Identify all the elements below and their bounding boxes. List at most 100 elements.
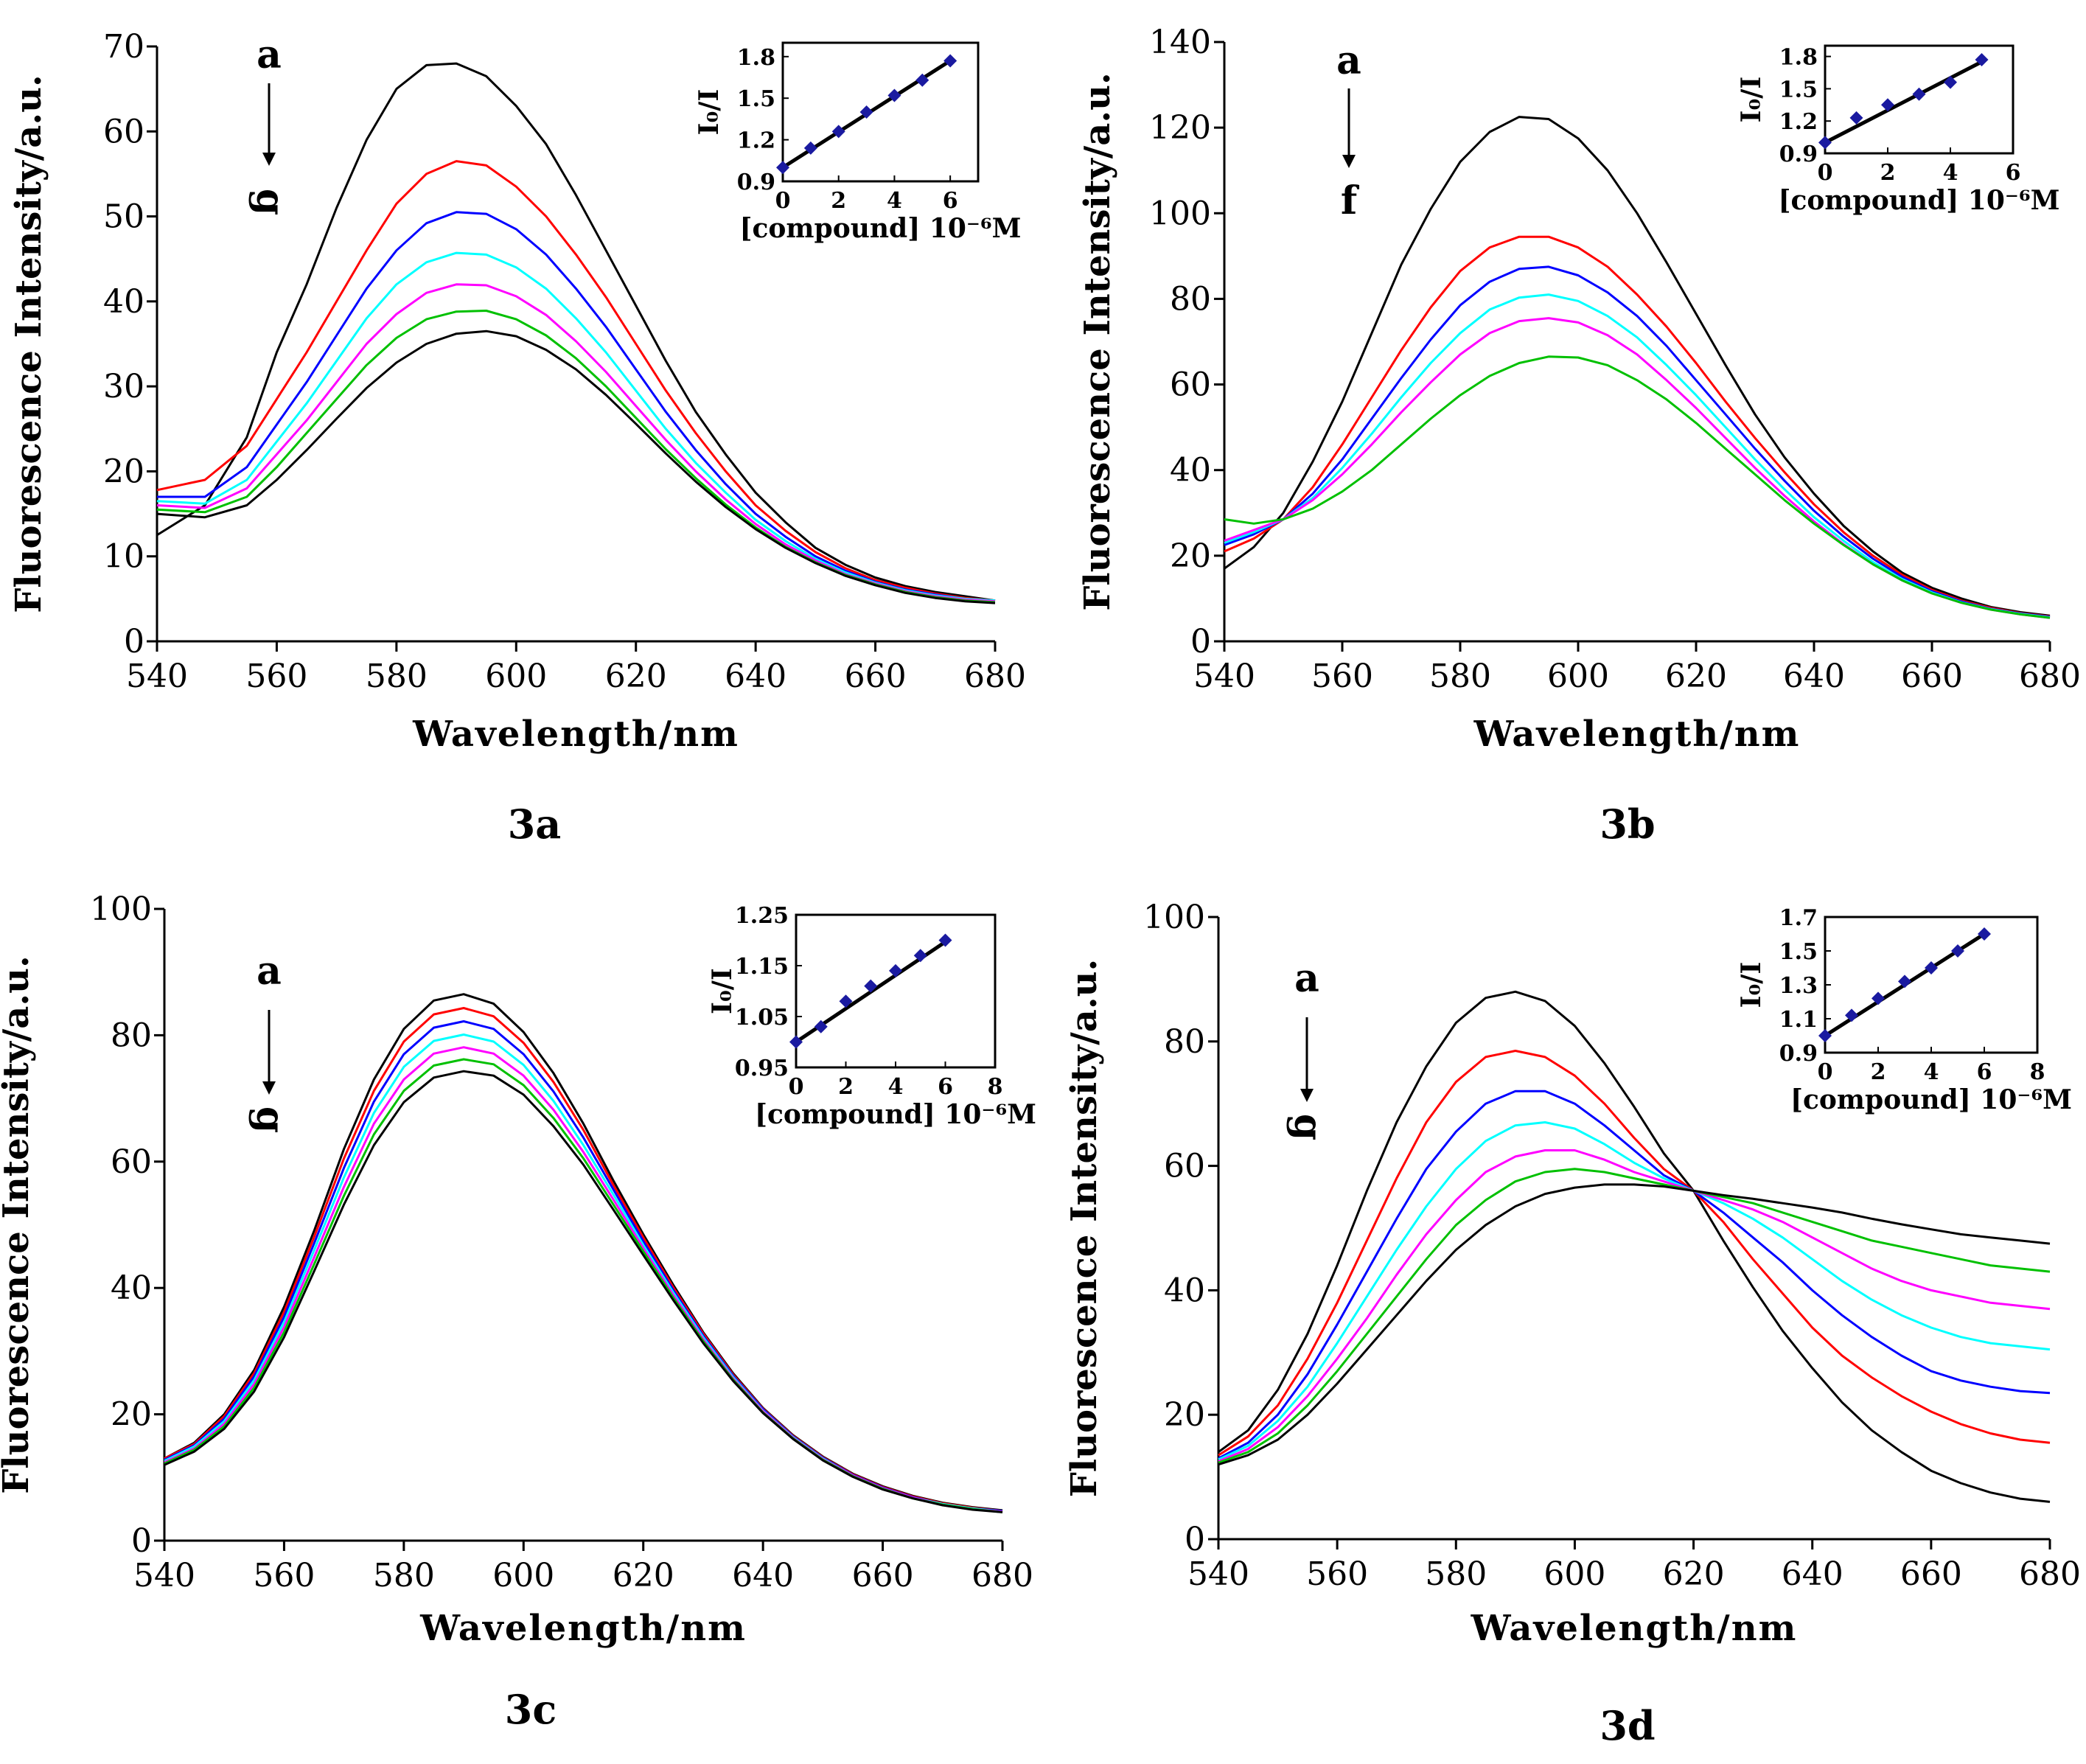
- inset-x-label: [compound] 10⁻⁶M: [1790, 1084, 2072, 1115]
- inset-y-tick-label: 1.8: [737, 45, 775, 71]
- inset-plot: 0 2 4 6 0.9 1.2 1.5 1.8 [compound] 10⁻⁶M I₀/I: [694, 41, 1022, 244]
- series-line-c: [157, 211, 996, 602]
- x-tick-label: 540: [126, 658, 188, 695]
- x-tick-label: 600: [492, 1557, 554, 1594]
- inset-x-label: [compound] 10⁻⁶M: [755, 1099, 1036, 1130]
- x-tick-label: 540: [133, 1557, 195, 1594]
- inset-y-label: I₀/I: [1736, 77, 1767, 123]
- series-line-a: [1218, 990, 2051, 1503]
- series-line-d: [1218, 1121, 2051, 1461]
- inset-y-tick-label: 1.5: [1779, 77, 1818, 102]
- inset-data-point: [1978, 927, 1991, 941]
- inset-x-tick-label: 6: [943, 188, 958, 214]
- x-tick-label: 560: [1311, 658, 1373, 695]
- y-tick-label: 140: [1149, 24, 1211, 61]
- x-tick-label: 620: [605, 658, 667, 695]
- inset-data-point: [1925, 961, 1938, 975]
- inset-data-point: [803, 141, 817, 155]
- inset-data-point: [1845, 1008, 1858, 1022]
- inset-data-point: [938, 933, 952, 947]
- inset-y-tick-label: 0.9: [737, 170, 775, 195]
- inset-x-tick-label: 0: [1818, 160, 1833, 186]
- inset-plot: 0 2 4 6 0.9 1.2 1.5 1.8 [compound] 10⁻⁶M I₀/I: [1736, 44, 2060, 216]
- x-tick-label: 640: [1783, 658, 1845, 695]
- y-tick-label: 30: [103, 368, 144, 405]
- panel-label: 3a: [508, 801, 562, 848]
- panel-label: 3d: [1600, 1702, 1655, 1749]
- y-tick-label: 80: [1170, 280, 1211, 318]
- x-axis-label: Wavelength/nm: [419, 1608, 747, 1649]
- y-tick-label: 10: [103, 538, 144, 576]
- inset-data-point: [1818, 1029, 1832, 1042]
- inset-x-label: [compound] 10⁻⁶M: [1778, 185, 2059, 216]
- panel-3a: 540 560 580 600 620 640 660 680010203040506070W…: [8, 28, 1026, 848]
- x-tick-label: 660: [1901, 658, 1963, 695]
- inset-data-point: [887, 88, 901, 102]
- series-line-g: [156, 330, 996, 604]
- curve-marker-bottom: g: [248, 1106, 293, 1133]
- series-line-a: [156, 62, 996, 602]
- panel-3c: 540 560 580 600 620 640 660 680020406080100Wave…: [0, 890, 1036, 1733]
- curve-marker-top: a: [1336, 38, 1361, 83]
- inset-y-tick-label: 1.5: [737, 86, 775, 112]
- inset-plot: 0 2 4 6 8 0.95 1.05 1.15 1.25 [compound] 10⁻⁶M I₀/…: [707, 903, 1036, 1130]
- series-line-f: [1224, 355, 2051, 619]
- x-tick-label: 660: [1900, 1555, 1962, 1593]
- y-tick-label: 100: [90, 890, 152, 928]
- y-axis-label: Fluorescence Intensity/a.u.: [0, 955, 37, 1493]
- inset-data-point: [943, 54, 957, 68]
- y-tick-label: 0: [1190, 623, 1211, 660]
- inset-y-label: I₀/I: [1736, 962, 1767, 1008]
- x-tick-label: 560: [245, 658, 307, 695]
- curve-marker-top: a: [257, 949, 282, 994]
- inset-frame: [795, 913, 997, 1069]
- y-tick-label: 50: [103, 198, 144, 236]
- y-tick-label: 0: [131, 1522, 152, 1560]
- inset-data-point: [1944, 75, 1957, 89]
- x-axis-label: Wavelength/nm: [412, 714, 739, 755]
- series-line-d: [1224, 293, 2051, 618]
- y-tick-label: 0: [1185, 1521, 1205, 1558]
- curve-marker-top: a: [257, 32, 282, 77]
- inset-y-label: I₀/I: [707, 968, 738, 1014]
- series-line-e: [1224, 317, 2051, 619]
- x-tick-label: 600: [485, 658, 547, 695]
- inset-y-tick-label: 1.5: [1779, 939, 1818, 965]
- inset-y-tick-label: 1.05: [735, 1005, 789, 1031]
- inset-y-tick-label: 1.2: [1779, 109, 1818, 135]
- x-tick-label: 600: [1543, 1555, 1605, 1593]
- y-tick-label: 60: [103, 113, 144, 150]
- inset-data-point: [889, 963, 902, 977]
- inset-y-tick-label: 0.9: [1779, 1041, 1818, 1067]
- x-tick-label: 680: [2019, 1555, 2081, 1593]
- inset-x-tick-label: 6: [2006, 160, 2021, 186]
- inset-data-point: [1898, 975, 1911, 989]
- series-line-e: [156, 283, 996, 603]
- inset-x-tick-label: 2: [838, 1074, 854, 1100]
- series-line-b: [164, 1007, 1003, 1513]
- inset-data-point: [776, 161, 789, 175]
- inset-data-point: [1872, 991, 1885, 1005]
- series-line-a: [164, 993, 1003, 1512]
- inset-y-label: I₀/I: [694, 89, 725, 136]
- inset-y-tick-label: 1.7: [1779, 905, 1818, 931]
- y-tick-label: 100: [1143, 899, 1205, 936]
- curve-marker-top: a: [1294, 956, 1319, 1001]
- x-axis-label: Wavelength/nm: [1473, 714, 1801, 755]
- arrow-head: [1300, 1089, 1314, 1102]
- y-tick-label: 120: [1149, 109, 1211, 147]
- inset-y-tick-label: 1.2: [737, 128, 775, 154]
- inset-y-tick-label: 1.25: [735, 903, 789, 929]
- series-line-b: [1224, 235, 2051, 618]
- x-tick-label: 660: [852, 1557, 914, 1594]
- y-axis-label: Fluorescence Intensity/a.u.: [1064, 959, 1105, 1497]
- x-tick-label: 540: [1193, 658, 1255, 695]
- inset-x-tick-label: 6: [1977, 1059, 1992, 1085]
- arrow-head: [262, 1081, 276, 1095]
- series-line-b: [1218, 1050, 2051, 1457]
- inset-x-tick-label: 2: [1871, 1059, 1886, 1085]
- inset-y-tick-label: 1.1: [1779, 1007, 1818, 1033]
- series-line-b: [156, 160, 996, 602]
- inset-data-point: [1975, 52, 1989, 66]
- inset-x-tick-label: 4: [888, 1074, 904, 1100]
